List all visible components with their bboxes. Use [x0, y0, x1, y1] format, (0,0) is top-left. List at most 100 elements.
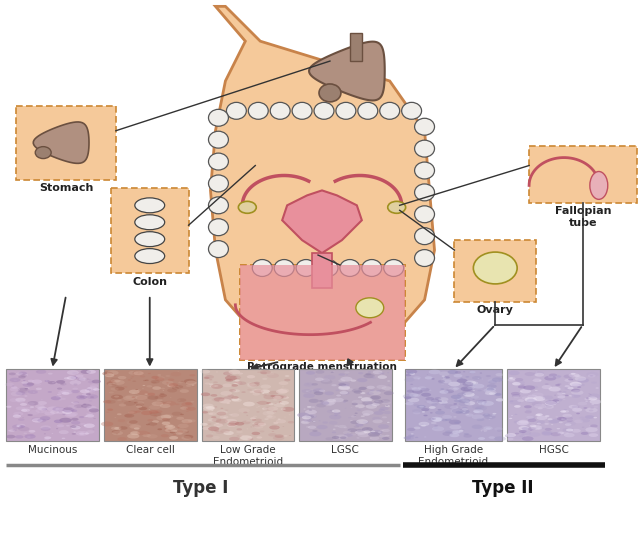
Ellipse shape	[585, 407, 598, 413]
Ellipse shape	[404, 396, 412, 399]
Ellipse shape	[417, 405, 426, 408]
Ellipse shape	[459, 398, 470, 403]
Ellipse shape	[216, 371, 218, 373]
Ellipse shape	[408, 435, 415, 437]
Ellipse shape	[465, 381, 476, 385]
Ellipse shape	[464, 434, 472, 438]
Ellipse shape	[507, 438, 513, 441]
Ellipse shape	[228, 423, 236, 426]
Ellipse shape	[574, 376, 586, 381]
Ellipse shape	[332, 436, 339, 439]
Ellipse shape	[527, 399, 536, 403]
Ellipse shape	[15, 398, 26, 402]
Ellipse shape	[577, 378, 589, 383]
Ellipse shape	[336, 102, 356, 120]
Ellipse shape	[272, 395, 284, 399]
Ellipse shape	[166, 424, 173, 427]
Ellipse shape	[15, 391, 25, 395]
Ellipse shape	[544, 376, 556, 381]
Ellipse shape	[462, 390, 473, 394]
Ellipse shape	[473, 411, 480, 413]
Ellipse shape	[360, 392, 365, 394]
Ellipse shape	[484, 389, 491, 392]
Ellipse shape	[370, 404, 374, 406]
Ellipse shape	[15, 406, 25, 410]
Ellipse shape	[587, 374, 596, 377]
Ellipse shape	[137, 430, 149, 435]
Ellipse shape	[483, 426, 493, 430]
Ellipse shape	[425, 401, 426, 402]
Ellipse shape	[184, 431, 189, 433]
Ellipse shape	[557, 417, 567, 421]
Ellipse shape	[459, 430, 464, 431]
Ellipse shape	[211, 394, 218, 397]
Ellipse shape	[302, 415, 312, 419]
Ellipse shape	[356, 298, 384, 318]
Ellipse shape	[79, 396, 84, 398]
Ellipse shape	[212, 431, 214, 432]
Ellipse shape	[280, 396, 287, 398]
Text: Type II: Type II	[473, 479, 534, 497]
Ellipse shape	[315, 377, 324, 381]
Ellipse shape	[306, 415, 314, 418]
Ellipse shape	[528, 429, 533, 431]
Ellipse shape	[513, 379, 515, 380]
Ellipse shape	[488, 378, 499, 383]
Ellipse shape	[113, 380, 125, 385]
Ellipse shape	[231, 396, 239, 399]
Ellipse shape	[180, 406, 188, 410]
Ellipse shape	[594, 406, 598, 408]
Ellipse shape	[356, 419, 368, 424]
Ellipse shape	[137, 396, 147, 400]
Ellipse shape	[453, 374, 462, 377]
Ellipse shape	[21, 409, 27, 412]
Ellipse shape	[169, 436, 178, 440]
Ellipse shape	[59, 390, 61, 391]
Ellipse shape	[432, 426, 444, 431]
Ellipse shape	[385, 405, 390, 407]
Ellipse shape	[354, 390, 362, 394]
Ellipse shape	[152, 386, 161, 390]
Ellipse shape	[279, 401, 282, 403]
Ellipse shape	[282, 407, 294, 412]
Ellipse shape	[262, 407, 268, 410]
Ellipse shape	[127, 420, 138, 425]
Ellipse shape	[372, 403, 380, 406]
Ellipse shape	[254, 421, 265, 426]
Ellipse shape	[532, 402, 542, 406]
Ellipse shape	[551, 424, 553, 425]
Ellipse shape	[432, 418, 442, 422]
Ellipse shape	[451, 408, 464, 413]
Ellipse shape	[20, 400, 24, 402]
Ellipse shape	[586, 398, 589, 399]
Ellipse shape	[18, 376, 26, 378]
Ellipse shape	[513, 396, 519, 398]
Ellipse shape	[236, 376, 240, 378]
Ellipse shape	[338, 385, 350, 390]
Ellipse shape	[57, 393, 61, 396]
Ellipse shape	[52, 407, 64, 412]
Ellipse shape	[429, 406, 436, 409]
Ellipse shape	[551, 375, 561, 379]
Ellipse shape	[67, 376, 76, 380]
Ellipse shape	[332, 431, 336, 433]
Ellipse shape	[231, 384, 238, 387]
Ellipse shape	[593, 417, 597, 419]
Ellipse shape	[531, 425, 542, 430]
Ellipse shape	[262, 378, 267, 380]
Ellipse shape	[239, 435, 245, 437]
Ellipse shape	[438, 397, 448, 401]
Ellipse shape	[126, 394, 138, 399]
Ellipse shape	[71, 390, 80, 393]
Ellipse shape	[586, 372, 598, 377]
Ellipse shape	[249, 391, 255, 393]
Ellipse shape	[67, 370, 79, 375]
Ellipse shape	[346, 388, 353, 391]
Ellipse shape	[450, 433, 459, 437]
Ellipse shape	[489, 417, 492, 418]
Ellipse shape	[421, 388, 430, 392]
Ellipse shape	[590, 375, 593, 376]
Ellipse shape	[493, 413, 497, 414]
Ellipse shape	[569, 405, 578, 408]
Ellipse shape	[93, 418, 96, 419]
